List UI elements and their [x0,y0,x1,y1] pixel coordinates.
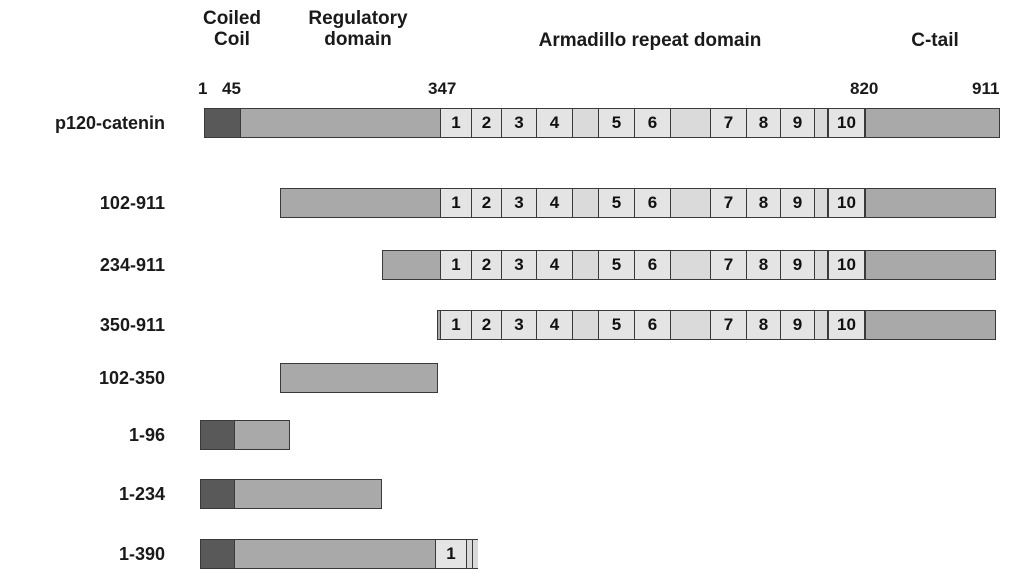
armadillo-repeat: 8 [747,251,781,279]
armadillo-repeat: 2 [472,189,502,217]
armadillo-repeat: 7 [711,189,747,217]
inter-repeat-gap [815,311,829,339]
repeat-divider [826,251,828,279]
construct-bar: 1 2 3 4 5 6 7 8 9 10 [204,108,1000,138]
repeat-divider [471,540,473,568]
armadillo-repeat: 8 [747,311,781,339]
header-armadillo-repeat-domain: Armadillo repeat domain [538,30,762,51]
construct-label: 102-911 [99,193,165,213]
position-911: 911 [972,79,1000,98]
construct-bar [280,363,438,393]
inter-repeat-gap [671,251,711,279]
inter-repeat-gap [671,311,711,339]
armadillo-repeat: 9 [781,109,815,137]
construct-label: p120-catenin [54,113,165,133]
armadillo-repeat: 4 [537,109,573,137]
inter-repeat-gap [815,109,829,137]
construct-label: 1-234 [118,484,165,504]
armadillo-repeat: 4 [537,189,573,217]
armadillo-repeat: 3 [502,251,537,279]
armadillo-repeat: 7 [711,311,747,339]
armadillo-repeat: 4 [537,251,573,279]
coiled-coil-segment [201,540,235,568]
armadillo-repeat: 3 [502,189,537,217]
inter-repeat-gap [573,251,599,279]
armadillo-segment: 1 [435,540,478,568]
construct-label: 350-911 [99,315,165,335]
construct-label: 102-350 [98,368,165,388]
armadillo-repeat: 1 [435,540,467,568]
armadillo-repeat: 2 [472,109,502,137]
inter-repeat-gap [815,189,829,217]
coiled-coil-segment [201,480,235,508]
inter-repeat-gap [573,189,599,217]
armadillo-repeat: 1 [440,189,472,217]
armadillo-repeat: 9 [781,251,815,279]
position-1: 1 [198,79,208,98]
header-coiled-coil: Coiled Coil [202,8,262,50]
armadillo-repeat: 9 [781,189,815,217]
armadillo-repeat: 1 [440,251,472,279]
construct-bar [200,479,382,509]
armadillo-repeat: 6 [635,189,671,217]
position-820: 820 [850,79,879,98]
construct-bar: 1 2 3 4 5 6 7 8 9 10 [437,310,996,340]
armadillo-segment: 1 2 3 4 5 6 7 8 9 10 [440,189,866,217]
armadillo-repeat: 5 [599,311,635,339]
armadillo-repeat: 6 [635,109,671,137]
armadillo-segment: 1 2 3 4 5 6 7 8 9 10 [440,251,866,279]
construct-bar [200,420,290,450]
armadillo-repeat: 8 [747,109,781,137]
armadillo-repeat: 10 [829,251,865,279]
armadillo-repeat: 5 [599,189,635,217]
armadillo-repeat: 6 [635,311,671,339]
armadillo-repeat: 3 [502,311,537,339]
armadillo-repeat: 2 [472,311,502,339]
armadillo-repeat: 6 [635,251,671,279]
armadillo-repeat: 1 [440,311,472,339]
construct-label: 234-911 [99,255,165,275]
armadillo-repeat: 5 [599,251,635,279]
construct-bar: 1 [200,539,478,569]
armadillo-repeat: 2 [472,251,502,279]
armadillo-segment: 1 2 3 4 5 6 7 8 9 10 [440,109,866,137]
armadillo-repeat: 1 [440,109,472,137]
armadillo-repeat: 10 [829,189,865,217]
inter-repeat-gap [573,109,599,137]
armadillo-segment: 1 2 3 4 5 6 7 8 9 10 [440,311,866,339]
header-c-tail: C-tail [911,30,959,51]
armadillo-repeat: 7 [711,109,747,137]
inter-repeat-gap [815,251,829,279]
armadillo-repeat: 10 [829,311,865,339]
repeat-divider [826,311,828,339]
repeat-divider [826,189,828,217]
inter-repeat-gap [671,109,711,137]
construct-label: 1-390 [118,544,165,564]
construct-bar: 1 2 3 4 5 6 7 8 9 10 [382,250,996,280]
construct-label: 1-96 [128,425,165,445]
armadillo-repeat: 7 [711,251,747,279]
armadillo-repeat: 4 [537,311,573,339]
position-45: 45 [222,79,241,98]
repeat-divider [826,109,828,137]
construct-bar: 1 2 3 4 5 6 7 8 9 10 [280,188,996,218]
inter-repeat-gap [573,311,599,339]
armadillo-repeat: 5 [599,109,635,137]
armadillo-repeat: 8 [747,189,781,217]
coiled-coil-segment [205,109,241,137]
armadillo-repeat: 9 [781,311,815,339]
header-regulatory-domain: Regulatory domain [308,8,408,50]
position-347: 347 [428,79,457,98]
coiled-coil-segment [201,421,235,449]
inter-repeat-gap [671,189,711,217]
armadillo-repeat: 3 [502,109,537,137]
armadillo-repeat: 10 [829,109,865,137]
